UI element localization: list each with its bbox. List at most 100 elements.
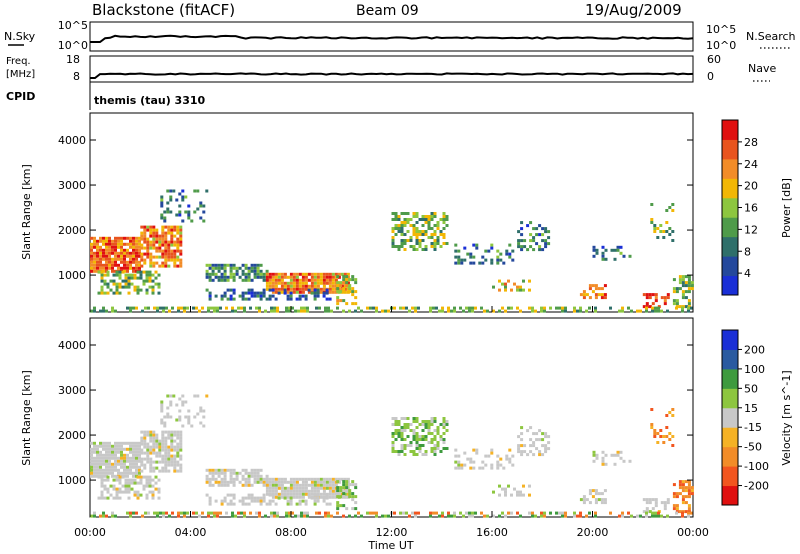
power-cell [529, 245, 533, 249]
power-cell [173, 225, 177, 229]
velocity-cell [394, 450, 398, 453]
power-colorbar-blocks [722, 120, 738, 296]
power-cell [100, 273, 104, 277]
velocity-cell [146, 460, 150, 464]
power-cell [304, 284, 308, 288]
velocity-cell [170, 445, 174, 449]
power-cell [295, 290, 299, 294]
power-cell [229, 294, 233, 298]
velocity-cell [450, 514, 453, 518]
power-cell [164, 231, 168, 235]
power-cell [298, 278, 302, 282]
velocity-cell [129, 444, 132, 448]
velocity-cell [90, 441, 93, 445]
velocity-cell [115, 496, 119, 500]
velocity-cell [351, 492, 355, 496]
velocity-cell [336, 507, 340, 511]
velocity-cell [133, 490, 137, 494]
power-cell [295, 281, 299, 285]
velocity-cell [603, 501, 607, 505]
power-colorbar-tick-label: 4 [744, 267, 751, 280]
power-cell [155, 249, 159, 253]
velocity-cell [328, 480, 332, 484]
power-cell [561, 306, 564, 310]
power-cell [126, 306, 129, 310]
velocity-cell [166, 412, 170, 416]
velocity-cell [351, 483, 355, 487]
power-cell [345, 281, 349, 285]
power-cell [247, 278, 251, 282]
velocity-cell [145, 475, 149, 479]
velocity-cell [397, 435, 401, 438]
velocity-cell [394, 423, 398, 426]
power-cell [427, 215, 431, 218]
power-cell [531, 309, 534, 313]
power-cell [427, 218, 431, 221]
power-cell [169, 189, 173, 193]
velocity-cell [510, 511, 513, 515]
velocity-cell [307, 477, 311, 481]
velocity-cell [208, 499, 212, 503]
power-cell [421, 239, 425, 242]
velocity-cell [142, 487, 146, 491]
power-cell [316, 275, 320, 279]
power-cell [126, 260, 129, 264]
velocity-cell [289, 499, 293, 503]
velocity-cell [403, 453, 407, 456]
velocity-cell [499, 463, 503, 467]
velocity-y-axis-label: Slant Range [km] [20, 370, 33, 466]
power-cell [507, 306, 510, 310]
power-cell [394, 212, 398, 215]
power-cell [217, 266, 221, 270]
velocity-cell [262, 477, 266, 481]
velocity-cell [176, 442, 180, 446]
power-cell [408, 309, 411, 313]
power-cell [155, 261, 159, 265]
power-cell [662, 236, 666, 239]
power-cell [307, 284, 311, 288]
velocity-cell [225, 511, 228, 515]
velocity-cell [219, 511, 222, 515]
power-cell [155, 237, 159, 241]
velocity-cell [167, 451, 171, 455]
power-cell [409, 239, 413, 242]
power-cell [144, 306, 147, 310]
power-cell [403, 239, 407, 242]
power-cell [154, 270, 158, 274]
velocity-colorbar-blocks [722, 330, 738, 506]
velocity-cell [483, 514, 486, 518]
power-cell [687, 309, 690, 313]
velocity-cell [173, 463, 177, 467]
power-cell [170, 258, 174, 262]
power-cell [538, 224, 542, 228]
velocity-cell [433, 417, 437, 420]
power-cell [179, 234, 183, 238]
velocity-cell [208, 480, 212, 484]
power-cell [160, 213, 164, 217]
power-cell [162, 306, 165, 310]
power-cell [237, 306, 240, 310]
velocity-cell [499, 457, 503, 461]
power-cell [151, 279, 155, 283]
power-cell [684, 296, 688, 300]
velocity-cell [155, 433, 159, 437]
velocity-cell [132, 444, 135, 448]
power-cell [547, 242, 551, 246]
power-cell [298, 290, 302, 294]
velocity-cell [391, 432, 395, 435]
velocity-colorbar-tick-label: -100 [744, 460, 769, 473]
velocity-cell [433, 447, 437, 450]
velocity-cell [265, 477, 269, 481]
velocity-cell [532, 441, 536, 445]
power-cell [508, 255, 512, 259]
velocity-cell [406, 417, 410, 420]
velocity-cell [315, 511, 318, 515]
velocity-cell [397, 432, 401, 435]
velocity-cell [121, 484, 125, 488]
power-cell [427, 221, 431, 224]
velocity-cell [244, 483, 248, 487]
velocity-cell [158, 448, 162, 452]
power-cell [538, 248, 542, 252]
power-cell [140, 231, 144, 235]
velocity-cell [105, 447, 108, 451]
